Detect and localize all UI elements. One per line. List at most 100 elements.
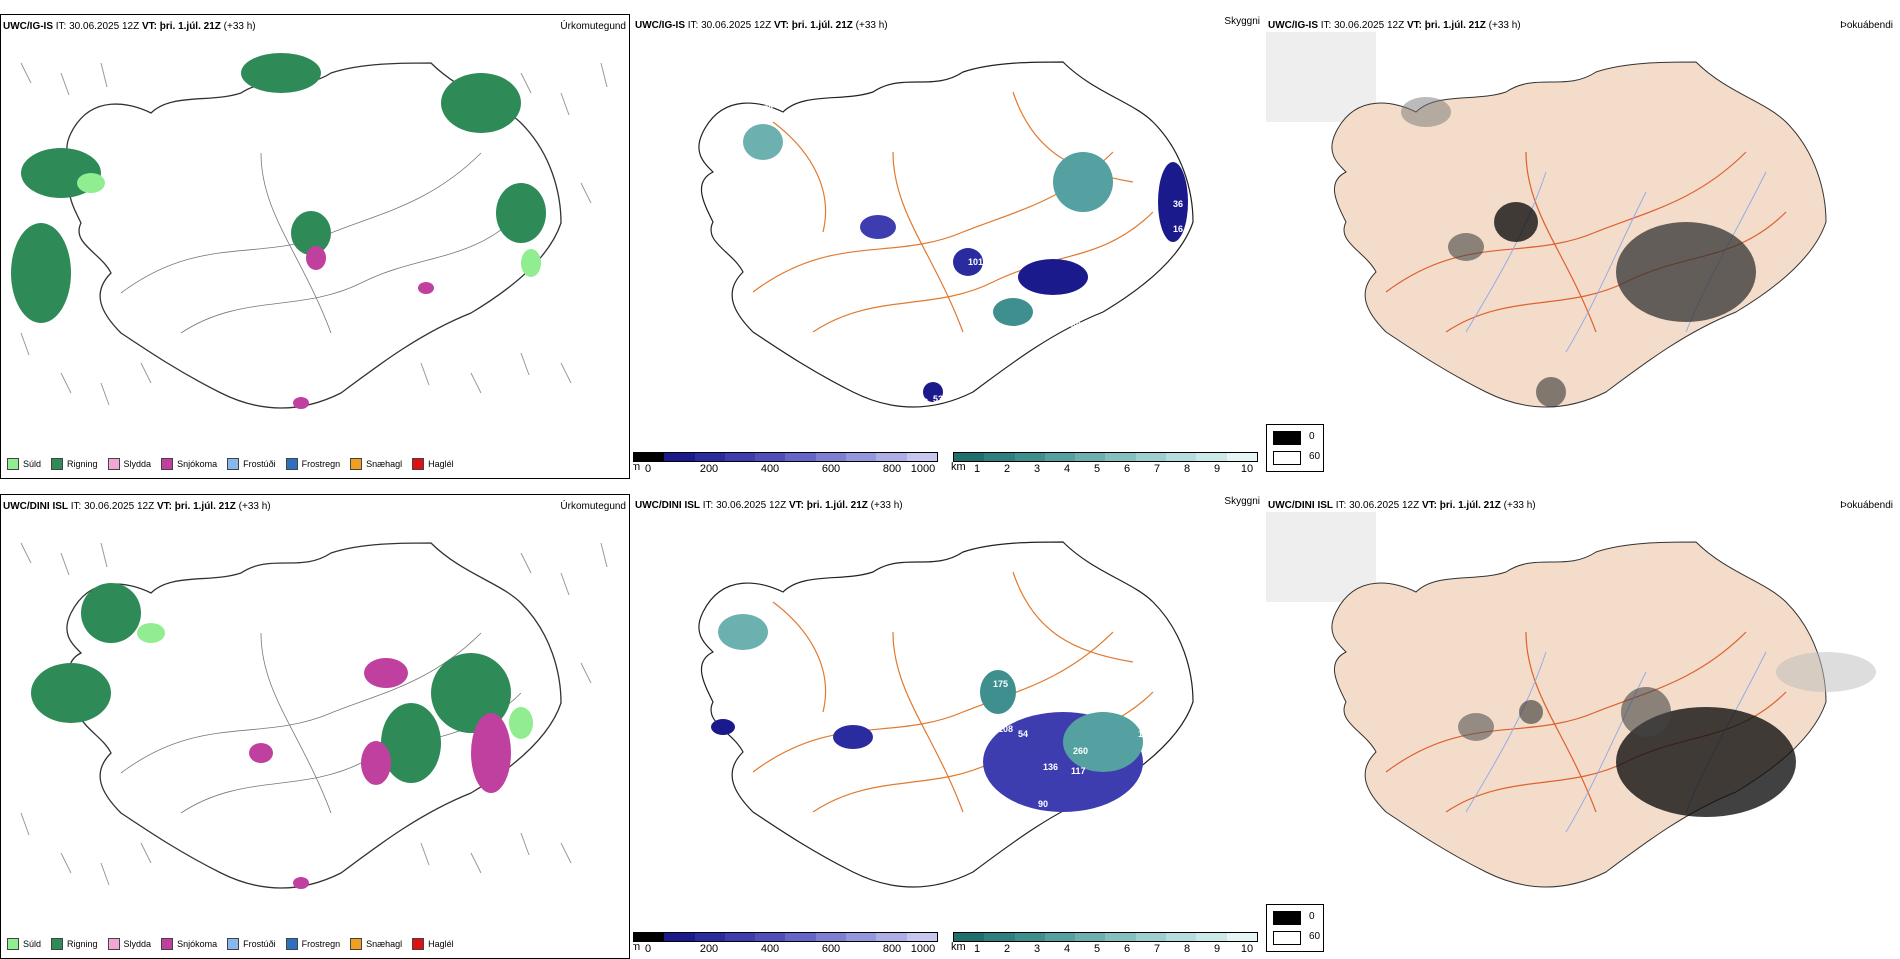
fog-scale-low: 60 xyxy=(1309,451,1321,462)
ceiling-tick: 600 xyxy=(821,463,841,475)
panel-title: UWC/IG-IS IT: 30.06.2025 12Z VT: þri. 1.… xyxy=(635,20,888,31)
ceiling-colorbar-strip xyxy=(633,932,938,942)
panel-title: UWC/IG-IS IT: 30.06.2025 12Z VT: þri. 1.… xyxy=(1268,20,1521,31)
fog-scale-swatch-low xyxy=(1273,931,1301,945)
road-network xyxy=(752,91,1154,333)
panel-product-name: Úrkomutegund xyxy=(560,21,626,32)
visibility-tick: 2 xyxy=(1003,463,1011,475)
legend-item: Haglél xyxy=(412,458,454,470)
visibility-tick: 4 xyxy=(1063,943,1071,955)
visibility-tick: 9 xyxy=(1213,463,1221,475)
ceiling-label: 77 xyxy=(1173,282,1183,292)
legend-swatch xyxy=(412,458,425,470)
ceiling-tick: 200 xyxy=(699,463,719,475)
legend-item: Rigning xyxy=(51,938,98,950)
legend-swatch xyxy=(350,458,363,470)
ceiling-label: 90 xyxy=(1048,325,1058,335)
ceiling-tick: 200 xyxy=(699,943,719,955)
visibility-colorbar-strip xyxy=(953,932,1258,942)
ceiling-tick: 0 xyxy=(644,943,652,955)
ceiling-label: 54 xyxy=(1018,729,1028,739)
visibility-colorbar-strip xyxy=(953,452,1258,462)
ceiling-label: 16 xyxy=(1173,224,1183,234)
fog-panel-bottom: UWC/DINI ISL IT: 30.06.2025 12Z VT: þri.… xyxy=(1266,494,1896,959)
legend-item: Rigning xyxy=(51,458,98,470)
panel-product-name: Þokuábendi xyxy=(1840,500,1893,511)
visibility-colorbar: km 1 2 3 4 5 6 7 8 9 10 xyxy=(951,932,1258,956)
legend-item: Frostúði xyxy=(227,458,276,470)
legend-swatch xyxy=(227,938,240,950)
visibility-tick: 9 xyxy=(1213,943,1221,955)
ceiling-label: 36 xyxy=(1173,199,1183,209)
legend-swatch xyxy=(227,458,240,470)
visibility-shading xyxy=(743,124,1188,402)
fog-panel-top: UWC/IG-IS IT: 30.06.2025 12Z VT: þri. 1.… xyxy=(1266,14,1896,479)
panel-title: UWC/DINI ISL IT: 30.06.2025 12Z VT: þri.… xyxy=(1268,500,1536,511)
visibility-tick: 6 xyxy=(1123,463,1131,475)
ceiling-tick: 800 xyxy=(882,943,902,955)
ceiling-label: 17 xyxy=(1138,729,1148,739)
legend-item: Snæhagl xyxy=(350,458,402,470)
visibility-tick: 5 xyxy=(1093,463,1101,475)
ceiling-label: 90 xyxy=(1038,799,1048,809)
legend-swatch xyxy=(7,938,19,950)
iceland-land xyxy=(1331,541,1827,888)
wind-barbs xyxy=(20,542,608,886)
ceiling-label: 58 xyxy=(1153,289,1163,299)
legend-item: Súld xyxy=(7,938,41,950)
ceiling-label: 28 xyxy=(1053,674,1063,684)
ceiling-unit: m xyxy=(633,461,641,473)
ceiling-tick: 600 xyxy=(821,943,841,955)
ceiling-label: 260 xyxy=(1073,746,1088,756)
iceland-land xyxy=(1331,61,1827,408)
legend-swatch xyxy=(285,458,298,470)
visibility-tick: 8 xyxy=(1183,943,1191,955)
legend-item: Frostregn xyxy=(285,938,340,950)
legend-item: Snæhagl xyxy=(350,938,402,950)
legend-item: Frostregn xyxy=(285,458,340,470)
visibility-tick: 7 xyxy=(1153,463,1161,475)
visibility-tick: 3 xyxy=(1033,943,1041,955)
ceiling-tick: 400 xyxy=(760,463,780,475)
legend-swatch xyxy=(107,938,120,950)
fog-scale-key: 0 60 xyxy=(1266,904,1324,952)
panel-product-name: Skyggni xyxy=(1224,16,1260,27)
fog-map xyxy=(1266,512,1876,888)
visibility-tick: 10 xyxy=(1240,943,1254,955)
precip-map xyxy=(11,53,608,409)
ceiling-labels: 175 108 54 136 260 117 90 17 28 xyxy=(993,674,1148,809)
legend-swatch xyxy=(285,938,298,950)
visibility-shading xyxy=(711,614,1143,812)
visibility-unit: km xyxy=(951,461,966,473)
ceiling-label: 108 xyxy=(998,724,1013,734)
visibility-map: 72 36 101 135 19 89 90 99 58 53 138 77 1… xyxy=(698,61,1194,408)
ceiling-label: 89 xyxy=(1071,320,1081,330)
precip-panel-bottom: UWC/DINI ISL IT: 30.06.2025 12Z VT: þri.… xyxy=(0,494,630,959)
visibility-tick: 6 xyxy=(1123,943,1131,955)
visibility-tick: 10 xyxy=(1240,463,1254,475)
legend-swatch xyxy=(161,938,174,950)
fog-scale-swatch-low xyxy=(1273,451,1301,465)
ceiling-tick: 800 xyxy=(882,463,902,475)
iceland-outline xyxy=(698,61,1194,408)
visibility-tick: 1 xyxy=(973,463,981,475)
ceiling-label: 175 xyxy=(993,679,1008,689)
visibility-colorbar: km 1 2 3 4 5 6 7 8 9 10 xyxy=(951,452,1258,476)
legend-item: Slydda xyxy=(107,938,151,950)
visibility-tick: 4 xyxy=(1063,463,1071,475)
ceiling-tick: 400 xyxy=(760,943,780,955)
legend-swatch xyxy=(51,938,64,950)
fog-scale-high: 0 xyxy=(1309,431,1315,442)
ceiling-label: 138 xyxy=(913,397,928,407)
ceiling-label: 136 xyxy=(1043,762,1058,772)
fog-scale-swatch-high xyxy=(1273,911,1301,925)
ceiling-label: 19 xyxy=(895,272,905,282)
ceiling-tick: 1000 xyxy=(910,943,936,955)
panel-product-name: Þokuábendi xyxy=(1840,20,1893,31)
ceiling-label: 53 xyxy=(933,394,943,404)
fog-shading xyxy=(1401,97,1756,407)
fog-shading xyxy=(1458,652,1876,817)
ceiling-label: 99 xyxy=(1033,325,1043,335)
legend-item: Haglél xyxy=(412,938,454,950)
ceiling-label: 101 xyxy=(968,257,983,267)
